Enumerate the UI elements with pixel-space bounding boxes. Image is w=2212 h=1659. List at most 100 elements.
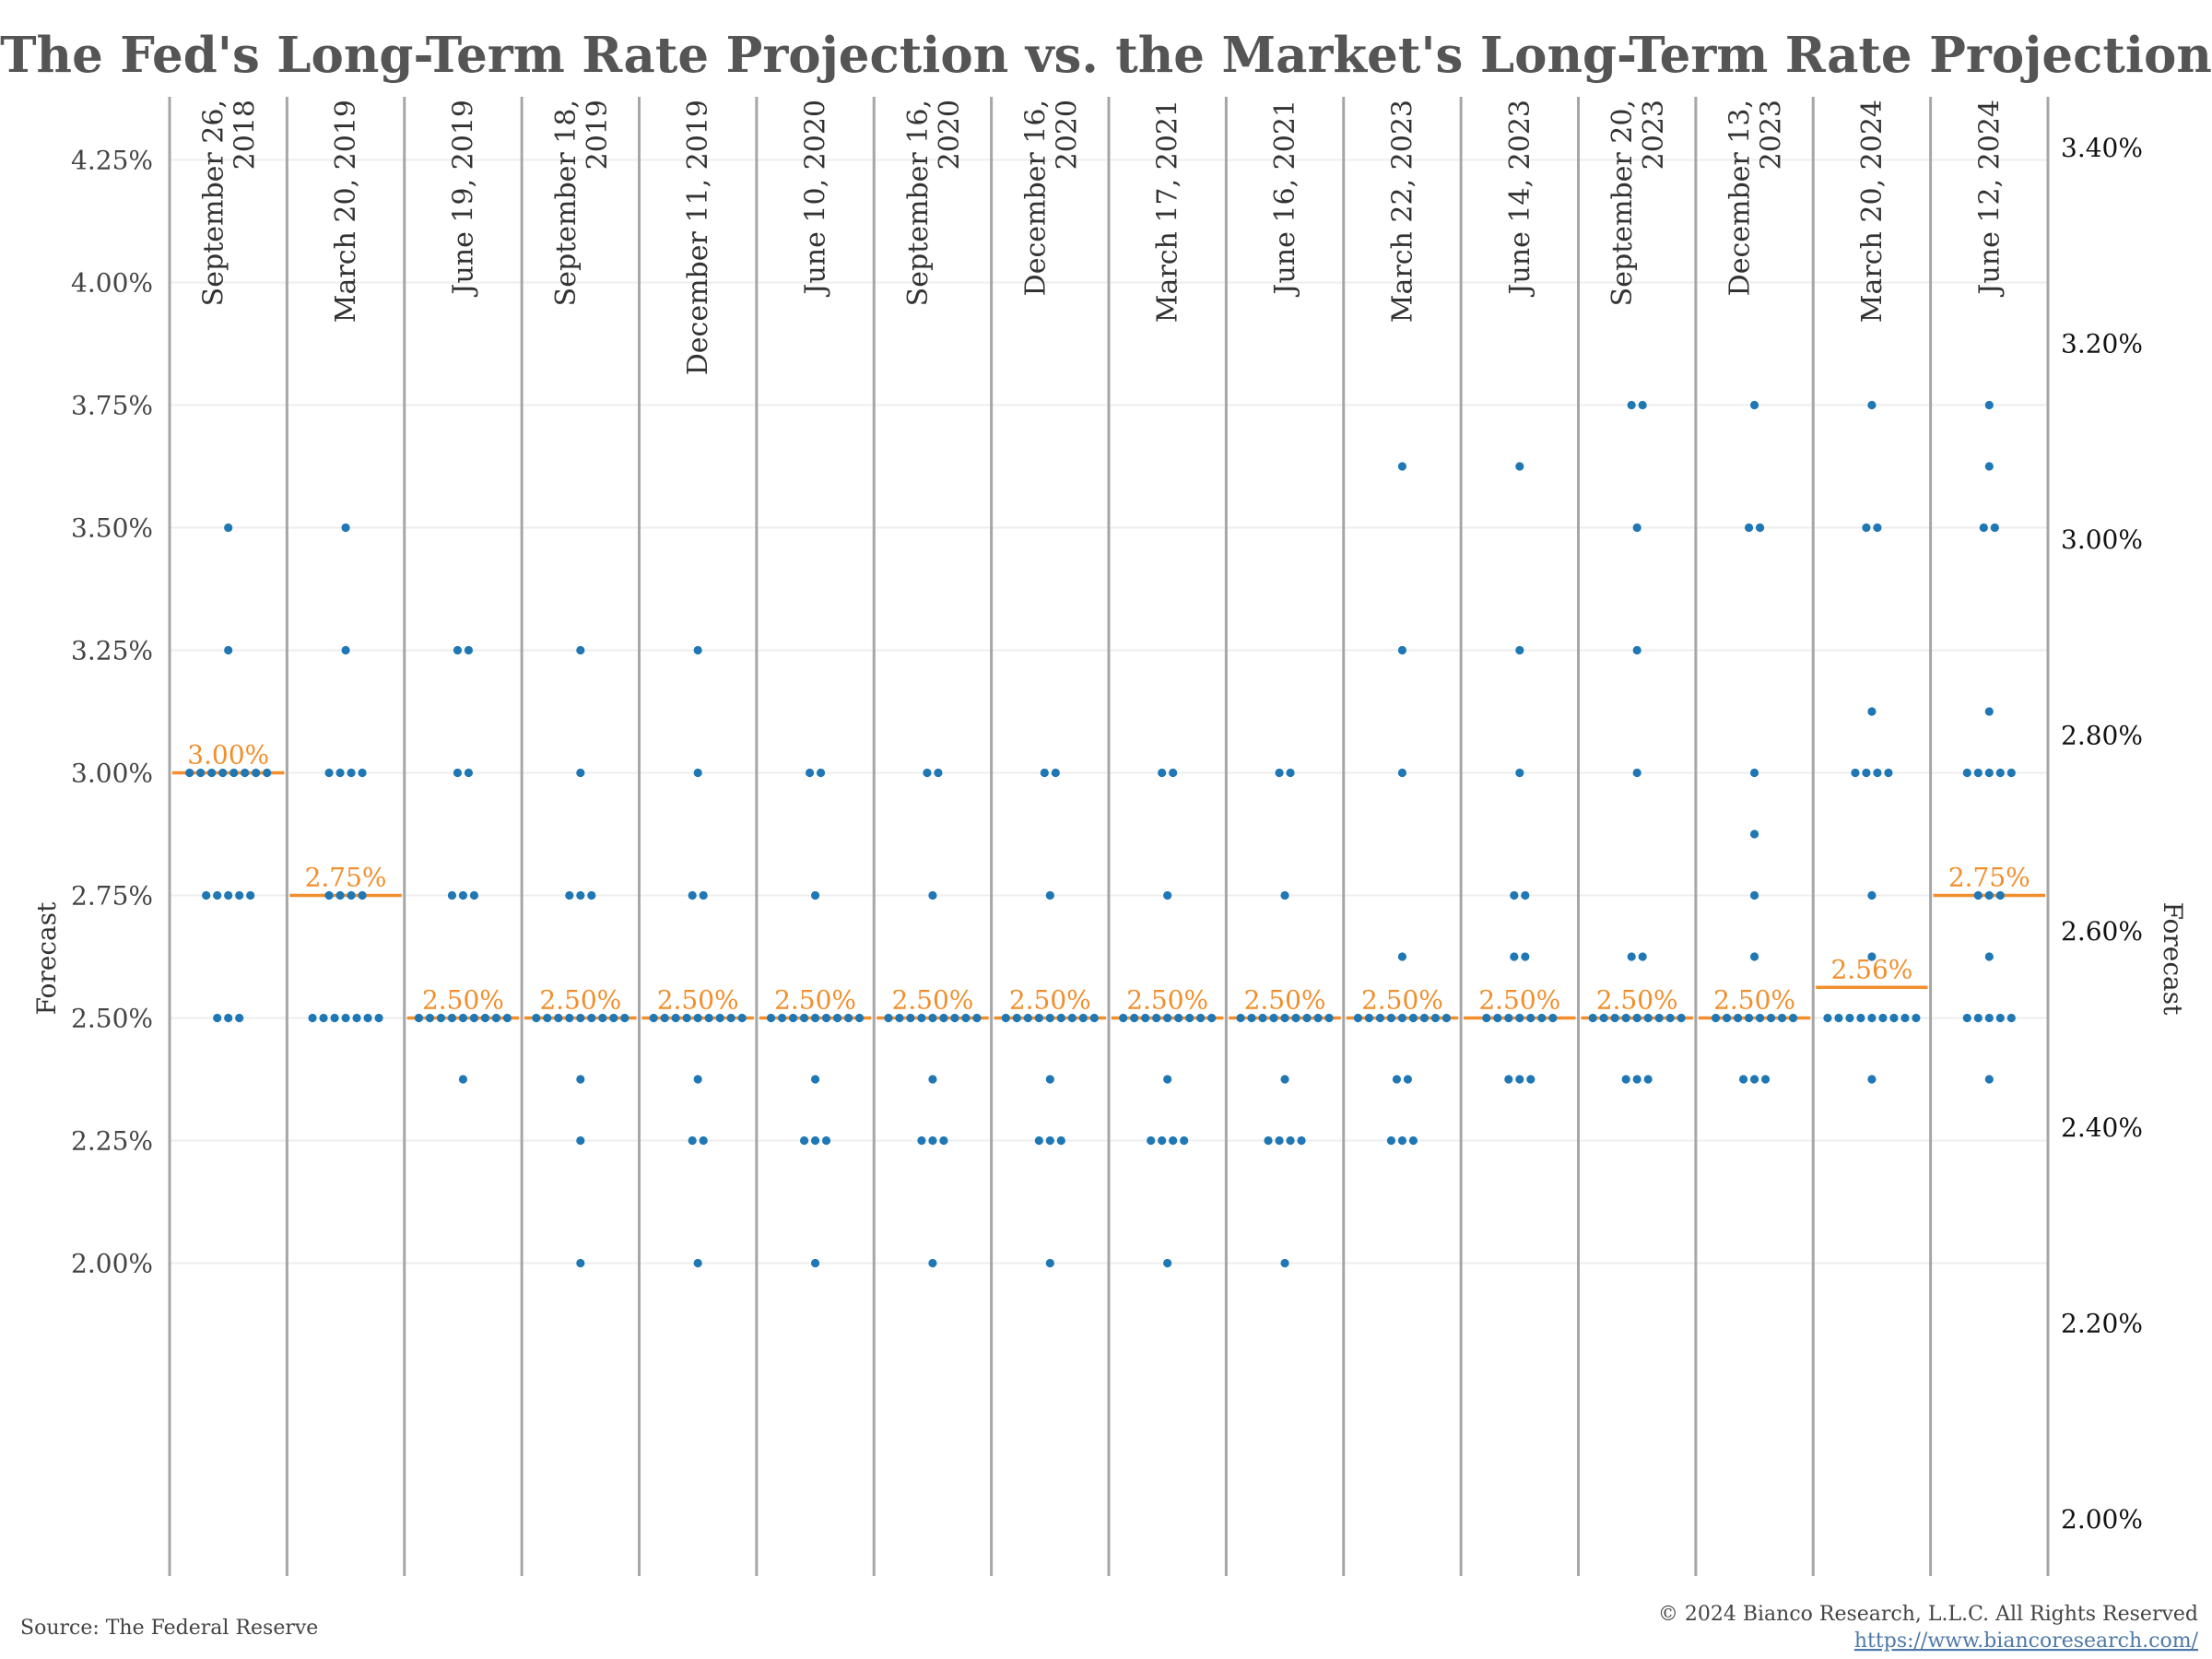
forecast-dot bbox=[1045, 1135, 1054, 1146]
forecast-dot bbox=[1275, 1135, 1284, 1146]
forecast-dot bbox=[1867, 952, 1877, 961]
forecast-dot bbox=[1873, 768, 1882, 778]
forecast-dot bbox=[843, 1013, 853, 1023]
forecast-dot bbox=[576, 890, 585, 900]
meeting-date-label: December 16, 2020 bbox=[1019, 100, 1083, 296]
forecast-dot bbox=[1397, 1135, 1407, 1146]
forecast-dot bbox=[1493, 1013, 1502, 1023]
forecast-dot bbox=[1169, 1135, 1178, 1146]
forecast-dot bbox=[458, 1075, 468, 1084]
meeting-date-label: June 16, 2021 bbox=[1269, 100, 1301, 298]
left-tick-label: 2.50% bbox=[71, 1004, 153, 1034]
forecast-dot bbox=[693, 1258, 702, 1268]
forecast-dot bbox=[1548, 1013, 1558, 1023]
forecast-dot bbox=[1147, 1135, 1156, 1146]
forecast-dot bbox=[620, 1013, 629, 1023]
forecast-dot bbox=[491, 1013, 501, 1023]
forecast-dot bbox=[480, 1013, 490, 1023]
forecast-dot bbox=[1397, 462, 1407, 471]
website-link[interactable]: https://www.biancoresearch.com/ bbox=[1854, 1630, 2199, 1653]
left-tick-label: 4.25% bbox=[71, 146, 153, 176]
forecast-dot bbox=[1834, 1013, 1843, 1023]
forecast-dot bbox=[229, 768, 239, 778]
forecast-dot bbox=[810, 1135, 820, 1146]
forecast-dot bbox=[766, 1013, 776, 1023]
forecast-dot bbox=[1056, 1013, 1065, 1023]
forecast-dot bbox=[1867, 1013, 1877, 1023]
forecast-dot bbox=[1280, 1258, 1289, 1268]
forecast-dot bbox=[777, 1013, 787, 1023]
forecast-dot bbox=[1247, 1013, 1256, 1023]
forecast-dot bbox=[224, 1013, 233, 1023]
forecast-dot bbox=[374, 1013, 383, 1023]
forecast-dot bbox=[1962, 1013, 1971, 1023]
forecast-dot bbox=[363, 1013, 372, 1023]
forecast-dot bbox=[1185, 1013, 1194, 1023]
forecast-dot bbox=[1738, 1075, 1748, 1084]
forecast-dot bbox=[213, 1013, 222, 1023]
forecast-dot bbox=[1979, 523, 1988, 533]
forecast-dot bbox=[799, 1013, 809, 1023]
forecast-dot bbox=[928, 1075, 937, 1084]
median-label: 2.50% bbox=[891, 985, 973, 1016]
forecast-dot bbox=[1526, 1013, 1535, 1023]
date-label-line: September 16, bbox=[902, 100, 935, 306]
forecast-dot bbox=[1504, 1013, 1513, 1023]
forecast-dot bbox=[1749, 768, 1759, 778]
date-label-line: June 19, 2019 bbox=[447, 100, 479, 298]
meeting-date-label: March 20, 2019 bbox=[330, 100, 362, 323]
date-label-line: September 26, bbox=[198, 100, 230, 306]
left-tick-label: 3.25% bbox=[71, 636, 153, 666]
forecast-dot bbox=[246, 890, 255, 900]
forecast-dot bbox=[1749, 890, 1759, 900]
forecast-dot bbox=[1884, 768, 1893, 778]
meeting-date-label: September 26, 2018 bbox=[198, 100, 262, 306]
forecast-dot bbox=[1627, 952, 1636, 961]
forecast-dot bbox=[821, 1013, 831, 1023]
forecast-dot bbox=[576, 645, 585, 655]
right-tick-label: 2.40% bbox=[2061, 1112, 2143, 1143]
median-label: 2.75% bbox=[305, 863, 387, 893]
forecast-dot bbox=[464, 768, 474, 778]
meeting-date-label: June 19, 2019 bbox=[447, 100, 479, 298]
forecast-dot bbox=[928, 1135, 937, 1146]
forecast-dot bbox=[1889, 1013, 1899, 1023]
forecast-dot bbox=[1236, 1013, 1245, 1023]
forecast-dot bbox=[447, 1013, 457, 1023]
date-label-line: December 16, bbox=[1019, 100, 1052, 296]
date-label-line: 2019 bbox=[582, 100, 614, 170]
forecast-dot bbox=[693, 768, 702, 778]
forecast-dot bbox=[1749, 400, 1759, 410]
forecast-dot bbox=[1515, 1013, 1524, 1023]
date-label-line: 2018 bbox=[229, 100, 262, 170]
forecast-dot bbox=[805, 768, 815, 778]
left-tick-label: 3.50% bbox=[71, 513, 153, 544]
meeting-dividers bbox=[168, 97, 2050, 1576]
forecast-dot bbox=[1141, 1013, 1150, 1023]
forecast-dot bbox=[324, 768, 334, 778]
forecast-dot bbox=[1867, 707, 1877, 716]
forecast-dot bbox=[1386, 1135, 1396, 1146]
forecast-dot bbox=[1749, 1075, 1759, 1084]
median-label: 2.50% bbox=[539, 985, 621, 1016]
forecast-dot bbox=[1537, 1013, 1547, 1023]
left-y-axis: Forecast 2.00% 2.25% 2.50% 2.75% 3.00% 3.25% 3… bbox=[31, 146, 153, 1279]
forecast-dot bbox=[587, 1013, 596, 1023]
forecast-dot bbox=[1851, 768, 1860, 778]
forecast-dot bbox=[224, 523, 233, 533]
forecast-dot bbox=[576, 1135, 585, 1146]
forecast-dot bbox=[1862, 768, 1871, 778]
forecast-dot bbox=[1163, 1075, 1172, 1084]
forecast-dot bbox=[961, 1013, 971, 1023]
date-label-line: 2023 bbox=[1756, 100, 1788, 170]
forecast-dot bbox=[464, 645, 474, 655]
forecast-dot bbox=[1280, 1075, 1289, 1084]
forecast-dot bbox=[235, 1013, 244, 1023]
forecast-dot bbox=[347, 768, 356, 778]
right-y-axis: Forecast 2.00% 2.20% 2.40% 2.60% 2.80% 3.00% 3… bbox=[2061, 133, 2188, 1535]
forecast-dot bbox=[1867, 890, 1877, 900]
forecast-dot bbox=[1984, 890, 1994, 900]
forecast-dot bbox=[1286, 768, 1295, 778]
forecast-dot bbox=[1722, 1013, 1732, 1023]
